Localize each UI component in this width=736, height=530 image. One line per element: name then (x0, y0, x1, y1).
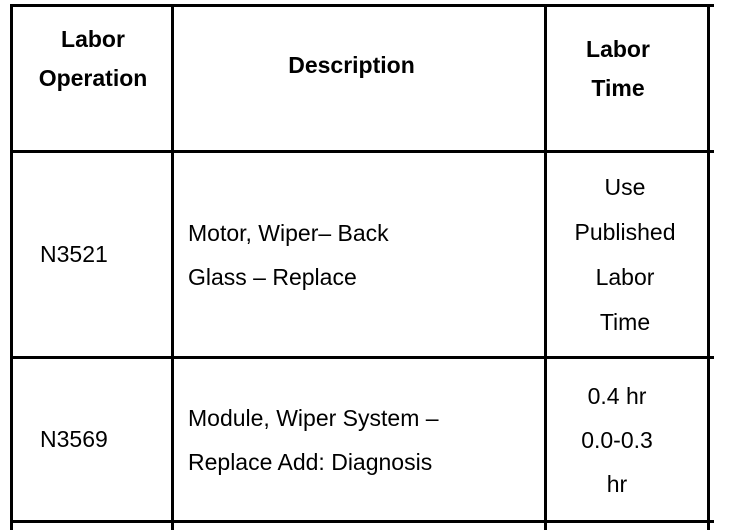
header-text: Operation (38, 65, 148, 91)
row-description: Motor, Wiper– Back Glass – Replace (188, 153, 538, 356)
header-text: Time (591, 75, 645, 101)
description-line: Motor, Wiper– Back (188, 219, 389, 246)
table-border-right (707, 4, 710, 530)
table-border-top (10, 4, 714, 7)
table-border-left (10, 4, 13, 530)
header-text: Labor (586, 36, 650, 62)
header-description: Description (174, 0, 529, 130)
header-labor-time: Labor Time (547, 10, 689, 128)
labor-time-line: Labor (595, 264, 655, 290)
column-divider-2 (544, 4, 547, 530)
header-labor-operation: Labor Operation (13, 0, 173, 118)
labor-time-line: hr (606, 470, 628, 497)
description-line: Replace Add: Diagnosis (188, 448, 433, 475)
description-line: Module, Wiper System – (188, 404, 439, 431)
table-row: N3521 (40, 153, 170, 356)
labor-time-line: Time (599, 309, 651, 335)
table-row: N3569 (40, 359, 170, 520)
labor-time-line: 0.4 hr (587, 382, 647, 409)
labor-operation-code: N3569 (40, 426, 108, 452)
row-labor-time: Use Published Labor Time (547, 165, 707, 345)
row-labor-time: 0.4 hr 0.0-0.3 hr (547, 372, 687, 507)
table-divider-row (10, 356, 714, 359)
description-line: Glass – Replace (188, 263, 357, 290)
labor-operation-code: N3521 (40, 241, 108, 267)
table-divider-header (10, 150, 714, 153)
row-description: Module, Wiper System – Replace Add: Diag… (188, 359, 538, 520)
labor-time-line: Use (604, 174, 646, 200)
table-border-bottom (10, 520, 714, 523)
labor-time-line: 0.0-0.3 (581, 426, 653, 453)
column-divider-1 (171, 4, 174, 530)
labor-time-line: Published (574, 219, 676, 245)
header-text: Labor (61, 26, 125, 52)
header-text: Description (288, 51, 415, 78)
